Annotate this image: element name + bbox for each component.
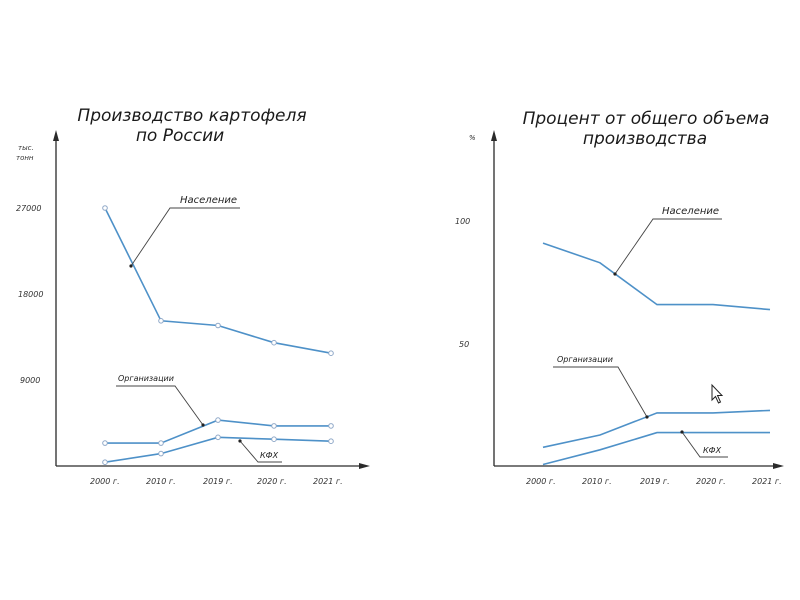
left-data-point-2-1 — [158, 450, 164, 457]
left-data-point-1-4 — [328, 423, 334, 429]
left-x-tick-label: 2020 г. — [257, 477, 287, 486]
left-data-point-2-3 — [271, 436, 277, 443]
right-y-tick-label: 50 — [459, 340, 469, 349]
right-y-axis — [491, 130, 497, 466]
left-series-line-0 — [104, 207, 332, 354]
mouse-cursor-icon — [711, 383, 724, 404]
right-annotation-label: Организации — [557, 355, 613, 364]
left-y-unit-line2: тонн — [16, 154, 34, 162]
left-data-point-2-0 — [102, 459, 108, 466]
left-data-point-1-3 — [271, 423, 277, 429]
left-y-tick-label: 18000 — [18, 290, 43, 299]
left-y-tick-label: 27000 — [16, 204, 41, 213]
right-x-axis — [494, 463, 784, 469]
right-chart-title-line1: Процент от общего объема — [523, 109, 770, 129]
left-y-tick-label: 9000 — [20, 376, 40, 385]
left-y-axis — [53, 130, 59, 466]
left-data-point-1-2 — [215, 417, 221, 423]
left-x-tick-label: 2010 г. — [146, 477, 176, 486]
right-series-line-1 — [542, 409, 771, 449]
left-x-tick-label: 2000 г. — [90, 477, 120, 486]
left-annotation-naselenie: Население — [129, 195, 240, 268]
left-chart-title-line1: Производство картофеля — [77, 106, 306, 126]
right-series-layer — [542, 242, 771, 466]
right-annotation-label: Население — [662, 206, 719, 217]
left-data-point-1-1 — [158, 440, 164, 446]
left-annotation-label: Население — [180, 195, 237, 206]
right-y-tick-label: 100 — [455, 217, 470, 226]
right-series-line-2 — [542, 431, 770, 466]
left-data-point-0-1 — [158, 318, 164, 324]
right-annotation-organizatsii: Организации — [553, 355, 649, 419]
left-data-point-0-0 — [102, 205, 108, 211]
right-chart-title-line2: производства — [583, 129, 707, 149]
right-series-line-0 — [542, 242, 771, 311]
left-annotation-kfh: КФХ — [238, 439, 282, 463]
right-annotation-kfh: КФХ — [680, 430, 728, 458]
right-y-unit: % — [469, 134, 476, 142]
left-x-tick-label: 2019 г. — [203, 477, 233, 486]
left-data-point-1-0 — [102, 440, 108, 446]
left-annotation-organizatsii: Организации — [116, 374, 205, 427]
left-data-point-0-2 — [215, 322, 221, 329]
left-data-point-2-2 — [215, 434, 221, 441]
left-series-line-2 — [104, 436, 332, 463]
right-x-tick-label: 2000 г. — [526, 477, 556, 486]
left-data-point-0-4 — [328, 350, 334, 357]
production-share-chart: Процент от общего объема производства % … — [455, 109, 784, 486]
left-y-unit-line1: тыс. — [18, 144, 34, 152]
right-annotation-naselenie: Население — [613, 206, 722, 276]
right-x-tick-label: 2020 г. — [696, 477, 726, 486]
right-x-tick-label: 2019 г. — [640, 477, 670, 486]
left-x-axis — [56, 463, 370, 469]
left-series-layer — [102, 205, 334, 466]
right-x-tick-label: 2021 г. — [752, 477, 782, 486]
left-data-point-2-4 — [328, 438, 334, 445]
left-chart-title-line2: по России — [136, 126, 224, 146]
right-annotation-label: КФХ — [703, 446, 722, 455]
left-x-tick-label: 2021 г. — [313, 477, 343, 486]
left-data-point-0-3 — [271, 339, 277, 346]
left-annotation-label: КФХ — [260, 451, 279, 460]
right-x-tick-label: 2010 г. — [582, 477, 612, 486]
left-annotation-label: Организации — [118, 374, 174, 383]
potato-production-chart: Производство картофеля по России тыс. то… — [16, 106, 370, 486]
